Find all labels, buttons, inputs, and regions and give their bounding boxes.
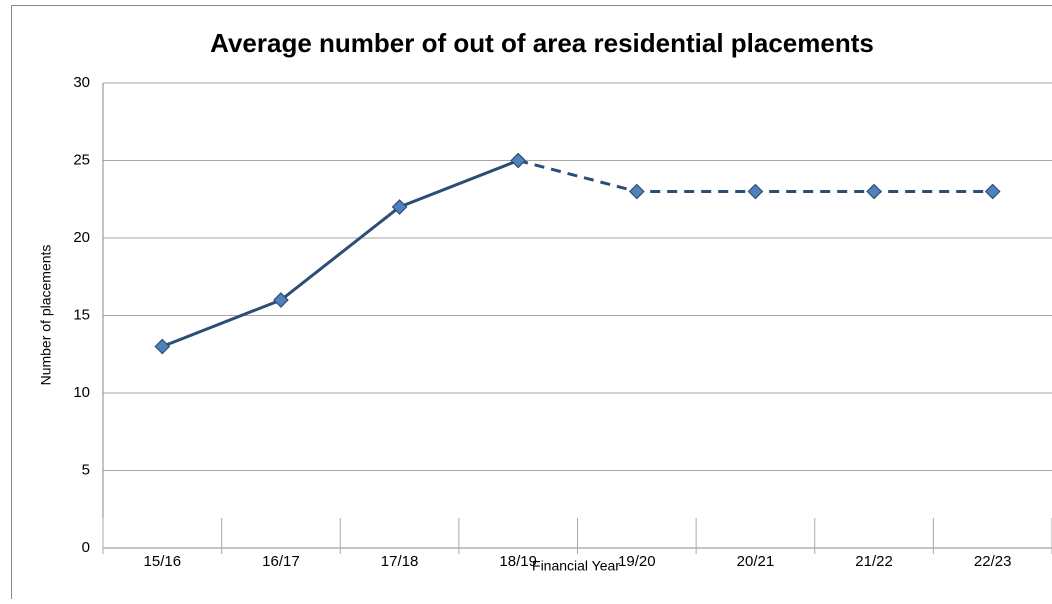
x-tick-label: 20/21 <box>737 553 775 570</box>
x-tick-label: 16/17 <box>262 553 300 570</box>
x-tick-label: 19/20 <box>618 553 656 570</box>
chart-border <box>12 6 1052 600</box>
y-tick-label: 25 <box>73 151 90 168</box>
y-tick-label: 15 <box>73 306 90 323</box>
x-tick-label: 17/18 <box>381 553 419 570</box>
y-tick-label: 5 <box>82 461 90 478</box>
y-tick-label: 10 <box>73 384 90 401</box>
chart-title: Average number of out of area residentia… <box>210 28 874 58</box>
y-tick-label: 30 <box>73 74 90 91</box>
x-tick-label: 21/22 <box>855 553 893 570</box>
x-tick-label: 18/19 <box>499 553 537 570</box>
y-axis-label: Number of placements <box>38 245 54 386</box>
y-tick-label: 0 <box>82 539 90 556</box>
x-tick-label: 15/16 <box>144 553 182 570</box>
x-axis-label: Financial Year <box>532 558 620 574</box>
x-tick-label: 22/23 <box>974 553 1012 570</box>
y-tick-label: 20 <box>73 229 90 246</box>
